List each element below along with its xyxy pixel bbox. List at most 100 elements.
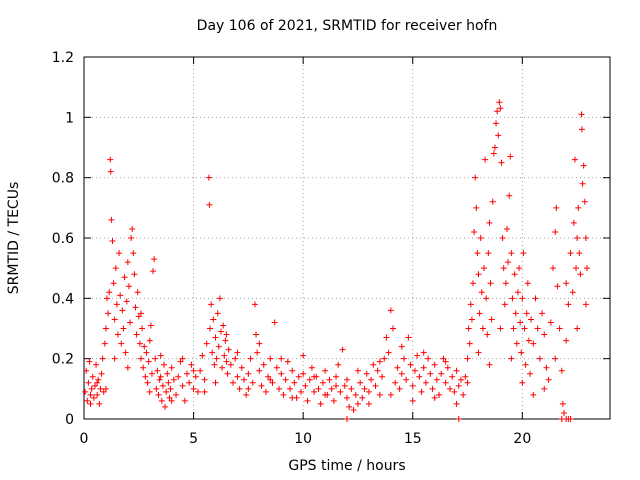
data-point	[486, 361, 493, 368]
data-point	[556, 325, 563, 332]
data-point	[146, 388, 153, 395]
data-point	[107, 168, 114, 175]
data-point	[256, 367, 263, 374]
data-point	[106, 289, 113, 296]
data-point	[359, 394, 366, 401]
x-tick-label: 15	[404, 431, 422, 447]
axis-ticks: 0 0.2 0.4 0.6 0.8 1 1.2 0 5 10 15 20	[52, 50, 610, 447]
data-point	[498, 159, 505, 166]
data-point	[385, 349, 392, 356]
data-point	[269, 379, 276, 386]
data-point	[157, 373, 164, 380]
data-point	[530, 391, 537, 398]
data-point	[262, 388, 269, 395]
data-point	[289, 367, 296, 374]
data-point	[431, 394, 438, 401]
data-point	[302, 382, 309, 389]
data-point	[179, 382, 186, 389]
data-point	[82, 388, 89, 395]
data-point	[514, 289, 521, 296]
data-point	[490, 150, 497, 157]
data-point	[409, 382, 416, 389]
data-point	[322, 391, 329, 398]
data-point	[467, 301, 474, 308]
data-point	[206, 201, 213, 208]
data-point	[341, 382, 348, 389]
data-point	[234, 373, 241, 380]
data-point	[508, 250, 515, 257]
data-point	[194, 388, 201, 395]
data-point	[409, 397, 416, 404]
data-point	[565, 301, 572, 308]
data-point	[433, 376, 440, 383]
data-point	[374, 367, 381, 374]
data-point	[121, 274, 128, 281]
data-point	[425, 355, 432, 362]
data-point	[379, 373, 386, 380]
data-point	[89, 373, 96, 380]
data-point	[209, 349, 216, 356]
data-point	[223, 358, 230, 365]
data-point	[545, 376, 552, 383]
data-point	[97, 385, 104, 392]
data-point	[130, 250, 137, 257]
data-point	[306, 376, 313, 383]
data-point	[87, 400, 94, 407]
data-point	[102, 325, 109, 332]
data-point	[201, 388, 208, 395]
data-point	[249, 379, 256, 386]
data-point	[484, 331, 491, 338]
data-point	[136, 340, 143, 347]
data-point	[304, 397, 311, 404]
data-point	[583, 265, 590, 272]
data-point	[497, 105, 504, 112]
data-point	[212, 379, 219, 386]
data-point	[489, 198, 496, 205]
data-point	[152, 355, 159, 362]
data-point	[199, 352, 206, 359]
grid	[84, 57, 610, 419]
data-point	[475, 349, 482, 356]
data-point	[337, 388, 344, 395]
data-point	[554, 283, 561, 290]
data-point	[550, 265, 557, 272]
data-point	[575, 204, 582, 211]
data-point	[455, 416, 462, 422]
data-point	[462, 373, 469, 380]
data-point	[376, 358, 383, 365]
data-point	[477, 235, 484, 241]
data-point	[238, 364, 245, 371]
data-point	[370, 361, 377, 368]
data-point	[354, 400, 361, 407]
data-point	[519, 295, 526, 302]
data-point	[190, 385, 197, 392]
data-point	[507, 153, 514, 160]
data-point	[579, 180, 586, 187]
data-point	[513, 340, 520, 347]
data-point	[311, 388, 318, 395]
data-point	[143, 349, 150, 356]
data-point	[523, 310, 530, 317]
data-point	[528, 316, 535, 323]
data-point	[486, 219, 493, 226]
data-point	[346, 403, 353, 410]
data-point	[392, 379, 399, 386]
data-point	[146, 337, 153, 344]
data-point	[574, 235, 581, 241]
data-point	[516, 265, 523, 272]
data-point	[570, 219, 577, 226]
data-point	[132, 304, 139, 311]
data-point	[465, 325, 472, 332]
data-point	[405, 334, 412, 341]
data-point	[94, 391, 101, 398]
data-point	[503, 225, 510, 232]
data-point	[361, 385, 368, 392]
data-point	[466, 340, 473, 347]
data-point	[173, 391, 180, 398]
data-point	[442, 379, 449, 386]
data-point	[573, 265, 580, 272]
data-point	[208, 301, 215, 308]
data-point	[368, 376, 375, 383]
data-point	[215, 343, 222, 350]
data-point	[567, 250, 574, 257]
